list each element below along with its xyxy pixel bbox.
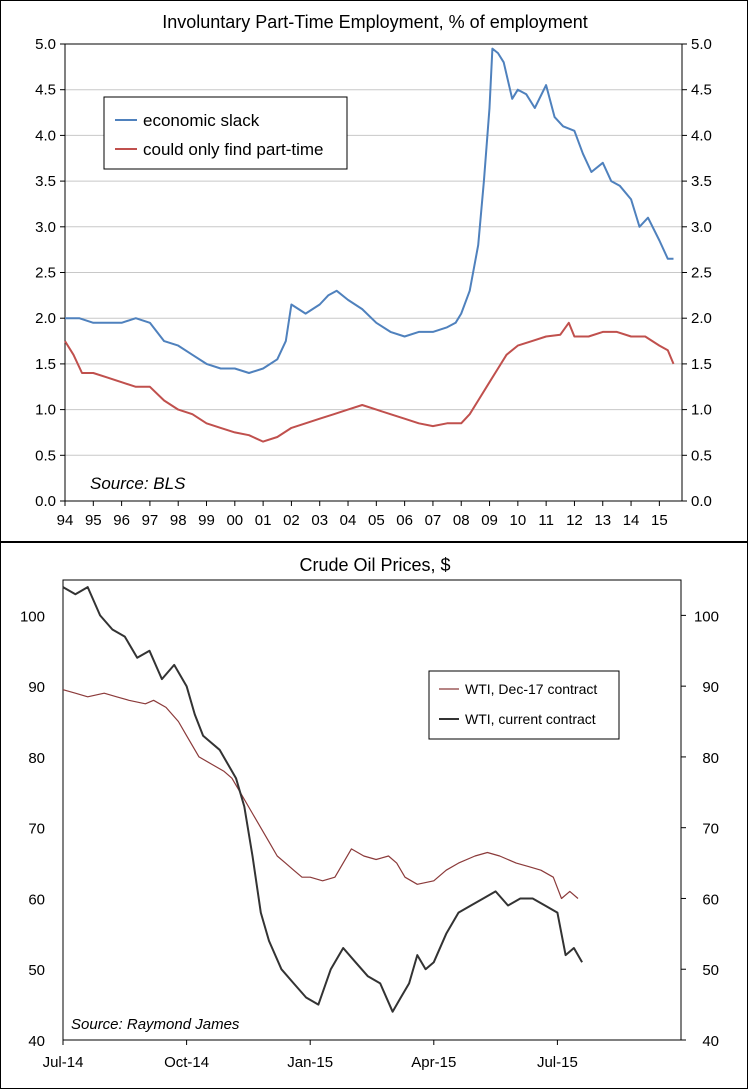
x-tick-label: 01 (255, 512, 272, 529)
y-tick-label-left: 70 (28, 821, 45, 838)
oil-chart-svg: Crude Oil Prices, $ 40 40 50 50 60 60 70 70 80 80… (20, 555, 719, 1071)
y-tick-label-left: 3.0 (35, 219, 56, 236)
y-tick-label-right: 40 (702, 1033, 719, 1050)
series-line-wti-current-contract (62, 586, 583, 1013)
x-tick-label: 02 (283, 512, 300, 529)
series-line-economic-slack (65, 47, 674, 374)
legend-label-wti-dec17: WTI, Dec-17 contract (465, 681, 597, 697)
y-tick-label-right: 5.0 (691, 36, 712, 53)
y-tick-label-right: 80 (702, 750, 719, 767)
y-tick-label-left: 80 (28, 750, 45, 767)
x-tick-label: 12 (566, 512, 583, 529)
x-tick-label: 08 (453, 512, 470, 529)
x-tick-label: 03 (311, 512, 328, 529)
x-tick-label: 14 (623, 512, 640, 529)
y-tick-label-left: 1.0 (35, 402, 56, 419)
x-tick-label: Jul-14 (43, 1054, 84, 1071)
x-tick-label: 10 (510, 512, 527, 529)
x-tick-label: 11 (538, 512, 554, 529)
y-tick-label-right: 100 (694, 608, 719, 625)
y-tick-label-right: 4.0 (691, 127, 712, 144)
y-tick-label-left: 3.5 (35, 173, 56, 190)
y-tick-label-right: 60 (702, 891, 719, 908)
x-tick-label: 98 (170, 512, 187, 529)
x-tick-label: Jan-15 (287, 1054, 333, 1071)
y-tick-label-left: 2.0 (35, 310, 56, 327)
y-tick-label-right: 1.0 (691, 402, 712, 419)
x-tick-label: 94 (57, 512, 74, 529)
x-tick-label: 13 (594, 512, 611, 529)
y-tick-label-left: 90 (28, 679, 45, 696)
source-label: Source: Raymond James (71, 1016, 240, 1033)
y-tick-label-left: 2.5 (35, 265, 56, 282)
x-tick-label: 00 (226, 512, 243, 529)
series-line-could-only-find-part-time (64, 321, 675, 443)
chart-title: Involuntary Part-Time Employment, % of e… (162, 12, 588, 32)
y-tick-label-left: 50 (28, 962, 45, 979)
y-tick-label-right: 90 (702, 679, 719, 696)
plot-area (62, 579, 682, 1041)
y-tick-label-left: 0.0 (35, 493, 56, 510)
legend: economic slack could only find part-time (103, 96, 348, 170)
x-tick-label: Jul-15 (537, 1054, 578, 1071)
y-tick-label-right: 0.0 (691, 493, 712, 510)
x-tick-label: 95 (85, 512, 102, 529)
y-tick-label-right: 4.5 (691, 82, 712, 99)
y-tick-label-left: 40 (28, 1033, 45, 1050)
source-label: Source: BLS (90, 474, 186, 493)
chart-panel-oil: Crude Oil Prices, $ 40 40 50 50 60 60 70 70 80 80… (0, 542, 748, 1089)
y-tick-label-right: 70 (702, 821, 719, 838)
y-tick-label-right: 50 (702, 962, 719, 979)
x-tick-label: 07 (425, 512, 442, 529)
x-tick-label: 04 (340, 512, 357, 529)
y-tick-label-right: 1.5 (691, 356, 712, 373)
y-tick-label-left: 0.5 (35, 447, 56, 464)
y-tick-label-right: 0.5 (691, 447, 712, 464)
y-tick-label-left: 60 (28, 891, 45, 908)
chart-title: Crude Oil Prices, $ (299, 555, 450, 575)
y-tick-label-left: 4.5 (35, 82, 56, 99)
y-tick-label-right: 2.5 (691, 265, 712, 282)
x-tick-label: 99 (198, 512, 215, 529)
legend-label-wti-current: WTI, current contract (465, 711, 596, 727)
legend-box (428, 670, 620, 740)
y-tick-label-left: 100 (20, 608, 45, 625)
y-tick-label-left: 4.0 (35, 127, 56, 144)
series-line-wti-dec-17-contract (62, 689, 579, 900)
x-tick-label: Apr-15 (411, 1054, 456, 1071)
chart-panel-employment: Involuntary Part-Time Employment, % of e… (0, 0, 748, 542)
legend-box (103, 96, 348, 170)
x-tick-label: 97 (142, 512, 159, 529)
x-tick-label: 96 (113, 512, 130, 529)
y-tick-label-right: 3.5 (691, 173, 712, 190)
x-tick-label: Oct-14 (164, 1054, 209, 1071)
y-tick-label-right: 3.0 (691, 219, 712, 236)
legend: WTI, Dec-17 contract WTI, current contra… (428, 670, 620, 740)
x-tick-label: 06 (396, 512, 413, 529)
y-tick-label-left: 1.5 (35, 356, 56, 373)
y-tick-label-right: 2.0 (691, 310, 712, 327)
x-tick-label: 15 (651, 512, 668, 529)
employment-chart-svg: Involuntary Part-Time Employment, % of e… (35, 12, 712, 529)
legend-label-could-only-find-part-time: could only find part-time (143, 140, 323, 159)
x-tick-label: 05 (368, 512, 385, 529)
y-tick-label-left: 5.0 (35, 36, 56, 53)
legend-label-economic-slack: economic slack (143, 111, 260, 130)
x-tick-label: 09 (481, 512, 498, 529)
